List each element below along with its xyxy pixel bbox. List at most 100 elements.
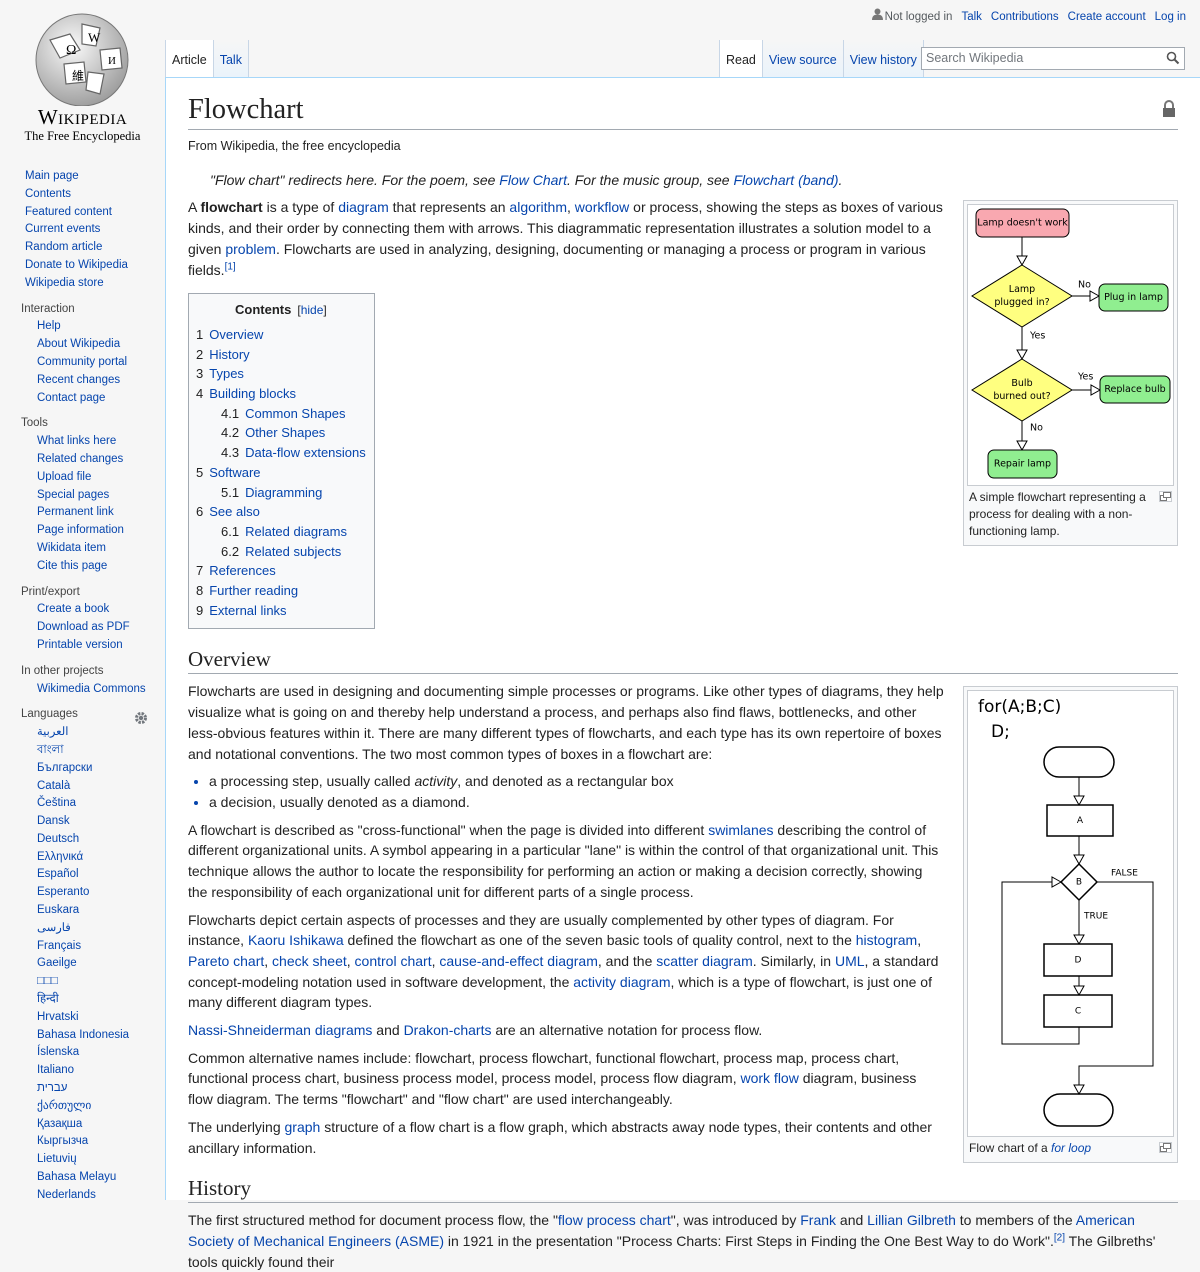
sidebar-link[interactable]: Wikimedia Commons — [37, 682, 146, 695]
personal-link[interactable]: Log in — [1154, 11, 1186, 23]
nav-link[interactable]: Current events — [25, 223, 101, 236]
sidebar-link[interactable]: বাংলা — [37, 743, 64, 756]
toc-link[interactable]: 3 Types — [196, 366, 244, 381]
link[interactable]: Flowchart (band) — [733, 171, 839, 188]
loop-flowchart[interactable]: for(A;B;C) D; A B D C FALSE TRUE — [967, 690, 1174, 1138]
sidebar-link[interactable]: Ελληνικά — [37, 850, 84, 863]
toc-link[interactable]: 8 Further reading — [196, 583, 298, 598]
personal-link[interactable]: Talk — [961, 11, 982, 23]
tab[interactable]: View source — [762, 40, 844, 77]
sidebar-link[interactable]: Nederlands — [37, 1188, 96, 1201]
reference-link[interactable]: [1] — [224, 260, 236, 272]
link[interactable]: algorithm — [509, 199, 568, 216]
link[interactable]: problem — [225, 240, 276, 257]
sidebar-link[interactable]: Gaeilge — [37, 957, 77, 970]
sidebar-link[interactable]: Euskara — [37, 904, 80, 917]
toc-link[interactable]: 9 External links — [196, 603, 287, 618]
tab[interactable]: Article — [166, 40, 214, 77]
toc-link[interactable]: 5.1 Diagramming — [221, 485, 322, 500]
nav-link[interactable]: Random article — [25, 241, 103, 254]
sidebar-link[interactable]: Italiano — [37, 1064, 75, 1077]
lamp-flowchart[interactable]: Lamp doesn't work Lamp plugged in? Plug in … — [967, 204, 1174, 487]
sidebar-link[interactable]: Page information — [37, 524, 124, 537]
link[interactable]: cause-and-effect diagram — [439, 952, 598, 969]
link[interactable]: scatter diagram — [656, 952, 753, 969]
sidebar-link[interactable]: Hrvatski — [37, 1010, 79, 1023]
sidebar-link[interactable]: Contact page — [37, 391, 106, 404]
language-settings-icon[interactable] — [134, 711, 148, 725]
link[interactable]: Nassi-Shneiderman diagrams — [188, 1022, 373, 1039]
nav-link[interactable]: Main page — [25, 170, 79, 182]
toc-link[interactable]: 1 Overview — [196, 327, 263, 342]
nav-link[interactable]: Wikipedia store — [25, 276, 104, 289]
sidebar-link[interactable]: Download as PDF — [37, 621, 130, 634]
toc-link[interactable]: 4 Building blocks — [196, 386, 296, 401]
sidebar-link[interactable]: □□□ — [37, 975, 58, 988]
nav-link[interactable]: Donate to Wikipedia — [25, 258, 128, 271]
sidebar-link[interactable]: Esperanto — [37, 886, 90, 899]
link[interactable]: work flow — [740, 1070, 799, 1087]
sidebar-link[interactable]: Special pages — [37, 488, 110, 501]
tab[interactable]: Talk — [213, 40, 249, 77]
link[interactable]: flow process chart — [557, 1212, 671, 1229]
sidebar-link[interactable]: What links here — [37, 435, 117, 448]
link[interactable]: Flow Chart — [499, 171, 567, 188]
link[interactable]: UML — [834, 952, 865, 969]
sidebar-link[interactable]: Кыргызча — [37, 1135, 89, 1148]
protection-lock-icon[interactable] — [1162, 100, 1176, 118]
sidebar-link[interactable]: हिन्दी — [37, 993, 59, 1006]
link[interactable]: Kaoru Ishikawa — [247, 932, 344, 949]
sidebar-link[interactable]: Íslenska — [37, 1046, 80, 1059]
sidebar-link[interactable]: Bahasa Indonesia — [37, 1028, 130, 1041]
logo-wordmark[interactable]: Wikipedia — [37, 105, 128, 129]
sidebar-link[interactable]: Recent changes — [37, 373, 121, 386]
link[interactable]: workflow — [574, 199, 630, 216]
logo-globe[interactable]: Ω W И 維 — [30, 10, 134, 106]
link[interactable]: for loop — [1051, 1141, 1092, 1156]
sidebar-link[interactable]: Қазақша — [37, 1117, 83, 1130]
enlarge-icon[interactable] — [1159, 1142, 1172, 1154]
link[interactable]: Lillian Gilbreth — [867, 1212, 956, 1229]
sidebar-link[interactable]: About Wikipedia — [37, 338, 121, 351]
sidebar-link[interactable]: Deutsch — [37, 832, 80, 845]
toc-link[interactable]: 2 History — [196, 347, 250, 362]
toc-link[interactable]: 4.3 Data-flow extensions — [221, 445, 366, 460]
sidebar-link[interactable]: ქართული — [37, 1099, 92, 1112]
toc-link[interactable]: 6.1 Related diagrams — [221, 524, 347, 539]
personal-link[interactable]: Contributions — [990, 11, 1059, 23]
sidebar-link[interactable]: Dansk — [37, 815, 70, 828]
sidebar-link[interactable]: Lietuvių — [37, 1153, 77, 1166]
sidebar-link[interactable]: Community portal — [37, 355, 128, 368]
sidebar-link[interactable]: עברית — [37, 1082, 68, 1095]
search-box[interactable]: Search Wikipedia — [921, 47, 1185, 70]
toc-link[interactable]: 6.2 Related subjects — [221, 544, 341, 559]
link[interactable]: histogram — [855, 932, 918, 949]
reference-link[interactable]: [2] — [1053, 1232, 1066, 1244]
nav-link[interactable]: Featured content — [25, 205, 112, 218]
sidebar-link[interactable]: Català — [37, 779, 71, 792]
link[interactable]: Drakon-charts — [403, 1022, 492, 1039]
sidebar-link[interactable]: فارسی — [37, 921, 71, 934]
tab[interactable]: View history — [843, 40, 924, 77]
sidebar-link[interactable]: Related changes — [37, 452, 124, 465]
sidebar-link[interactable]: Upload file — [37, 470, 92, 483]
link[interactable]: control chart — [354, 952, 432, 969]
toc-link[interactable]: 4.1 Common Shapes — [221, 406, 346, 421]
sidebar-link[interactable]: Español — [37, 868, 79, 881]
sidebar-link[interactable]: Help — [37, 320, 61, 333]
sidebar-link[interactable]: Čeština — [37, 797, 76, 810]
sidebar-link[interactable]: العربية — [37, 726, 69, 739]
link[interactable]: swimlanes — [708, 821, 774, 838]
sidebar-link[interactable]: Wikidata item — [37, 541, 107, 554]
sidebar-link[interactable]: Български — [37, 761, 93, 774]
link[interactable]: hide — [300, 303, 324, 318]
personal-link[interactable]: Create account — [1067, 11, 1146, 23]
enlarge-icon[interactable] — [1159, 491, 1172, 503]
sidebar-link[interactable]: Printable version — [37, 638, 123, 651]
search-button[interactable] — [1166, 51, 1180, 65]
sidebar-link[interactable]: Create a book — [37, 603, 110, 616]
toc-link[interactable]: 7 References — [196, 563, 276, 578]
link[interactable]: Pareto chart — [188, 952, 265, 969]
toc-link[interactable]: 5 Software — [196, 465, 261, 480]
sidebar-link[interactable]: Français — [37, 939, 82, 952]
